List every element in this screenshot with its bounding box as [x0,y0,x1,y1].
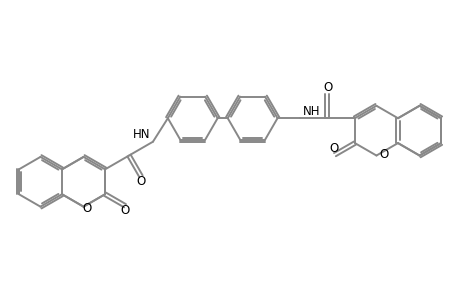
Text: O: O [378,148,387,161]
Text: O: O [136,175,146,188]
Text: O: O [329,142,338,155]
Text: O: O [322,81,331,94]
Text: O: O [82,202,91,214]
Text: O: O [121,204,130,218]
Text: NH: NH [302,105,320,118]
Text: HN: HN [132,128,150,141]
